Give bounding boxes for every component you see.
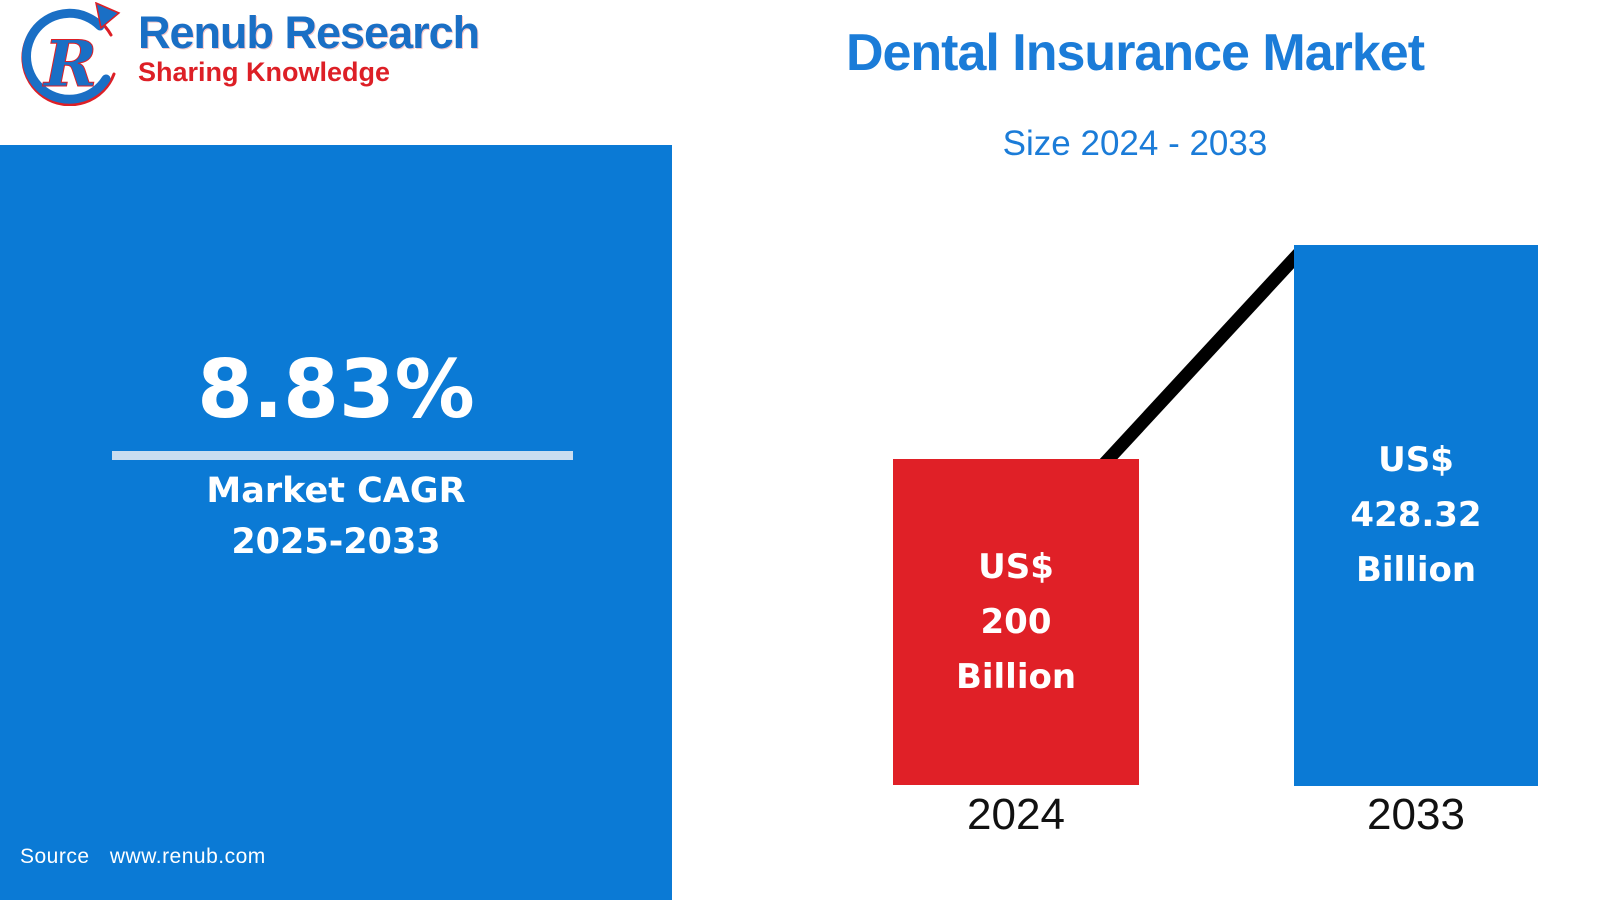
chart-subtitle: Size 2024 - 2033 (1002, 123, 1268, 163)
cagr-caption-line1: Market CAGR (206, 471, 466, 511)
brand-logo: R Renub Research Sharing Knowledge (14, 2, 480, 106)
cagr-caption-line2: 2025-2033 (231, 522, 441, 562)
brand-text: Renub Research Sharing Knowledge (138, 2, 480, 87)
bar-2033-label-unit: Billion (1355, 550, 1477, 590)
cagr-caption: Market CAGR 2025-2033 (0, 466, 672, 568)
cagr-divider (112, 451, 573, 460)
renub-logo-icon: R (21, 2, 121, 106)
cagr-panel: 8.83% Market CAGR 2025-2033 Source www.r… (0, 145, 672, 900)
chart-title: Dental Insurance Market (845, 24, 1425, 82)
bar-2024: US$ 200 Billion (893, 459, 1139, 785)
bar-2033: US$ 428.32 Billion (1294, 245, 1538, 786)
source-label: Source (20, 845, 90, 868)
axis-label-2033: 2033 (1367, 790, 1465, 839)
bar-2024-label-currency: US$ (978, 546, 1054, 587)
cagr-value: 8.83% (197, 343, 475, 436)
bar-2033-label-currency: US$ (1378, 440, 1454, 480)
source-url: www.renub.com (109, 845, 266, 868)
bar-2024-label-value: 200 (980, 601, 1052, 642)
logo-letter: R (42, 27, 97, 102)
bar-2033-label-value: 428.32 (1350, 495, 1482, 535)
brand-tagline: Sharing Knowledge (138, 57, 391, 87)
brand-name: Renub Research (138, 7, 480, 58)
axis-label-2024: 2024 (967, 790, 1065, 839)
chart-header: Dental Insurance Market Size 2024 - 2033 (735, 24, 1535, 164)
source-line: Source www.renub.com (20, 845, 266, 869)
bar-2024-label-unit: Billion (955, 656, 1077, 697)
